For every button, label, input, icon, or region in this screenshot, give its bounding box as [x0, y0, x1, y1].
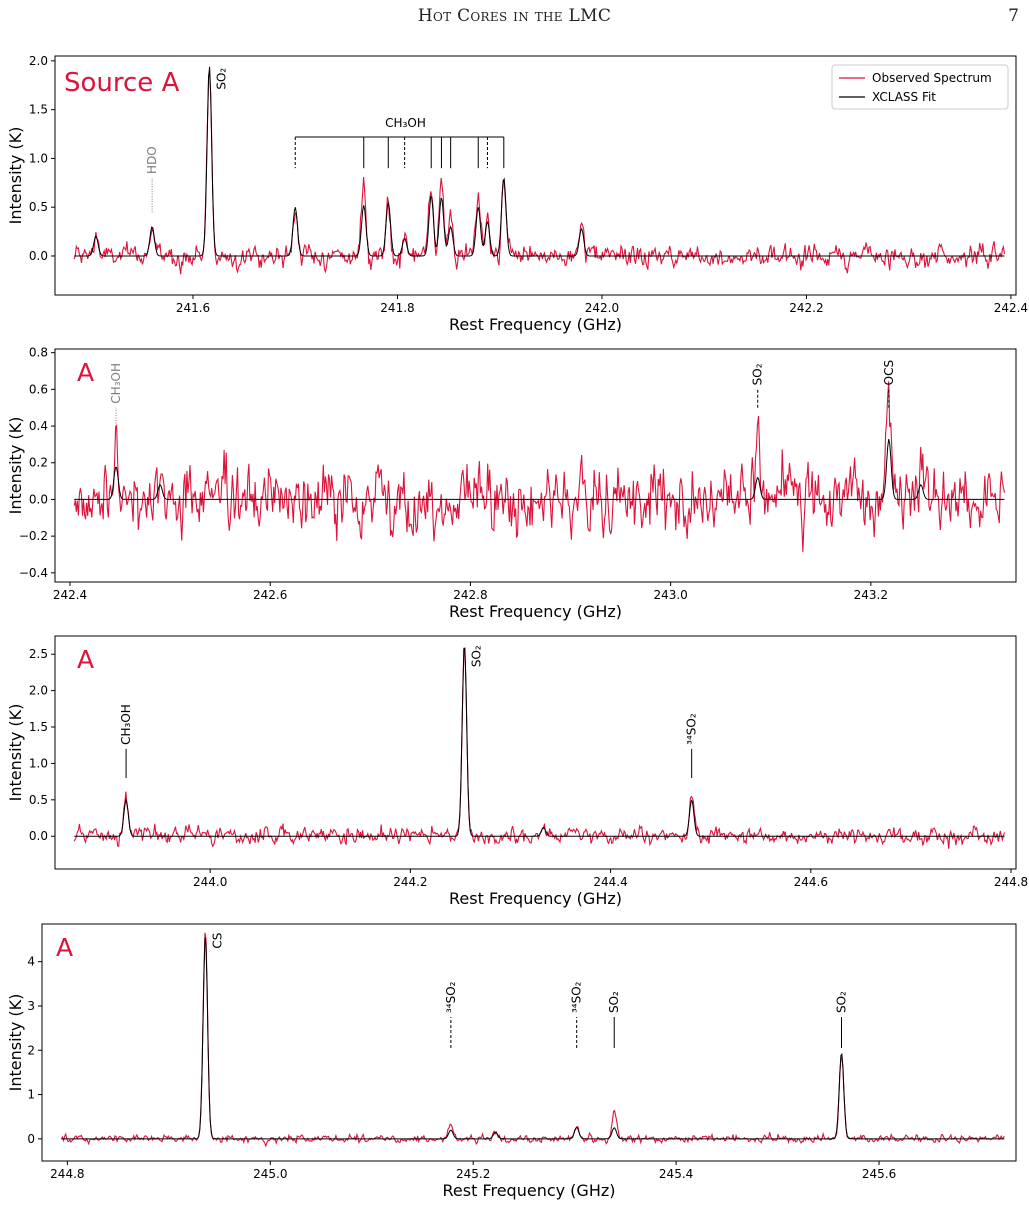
xclass-fit-line [74, 66, 1005, 257]
observed-spectrum-line [60, 932, 1005, 1148]
species-label: HDO [145, 146, 159, 174]
y-axis-label: Intensity (K) [6, 417, 25, 515]
x-axis-label: Rest Frequency (GHz) [443, 1181, 616, 1200]
xclass-fit-line [74, 647, 1005, 837]
x-tick-label: 244.4 [593, 875, 627, 889]
y-tick-label: 0.4 [29, 419, 48, 433]
y-tick-label: −0.2 [19, 529, 48, 543]
x-tick-label: 242.4 [53, 588, 87, 602]
y-tick-label: 2.5 [29, 647, 48, 661]
y-tick-label: 0.0 [29, 492, 48, 506]
y-tick-label: −0.4 [19, 566, 48, 580]
y-tick-label: 0 [27, 1132, 35, 1146]
axes-frame [54, 348, 1017, 583]
species-label: ³⁴SO₂ [570, 981, 584, 1013]
y-axis-label: Intensity (K) [6, 704, 25, 802]
y-tick-label: 0.0 [29, 829, 48, 843]
x-axis-label: Rest Frequency (GHz) [449, 315, 622, 334]
x-tick-label: 241.6 [176, 301, 210, 315]
y-tick-label: 0.2 [29, 456, 48, 470]
species-label: ³⁴SO₂ [444, 981, 458, 1013]
x-tick-label: 244.6 [794, 875, 828, 889]
y-tick-label: 1.0 [29, 151, 48, 165]
observed-spectrum-line [73, 647, 1006, 849]
y-tick-label: 4 [27, 955, 35, 969]
legend-entry: Observed Spectrum [872, 71, 992, 85]
x-tick-label: 242.2 [789, 301, 823, 315]
x-tick-label: 243.2 [854, 588, 888, 602]
legend-box [831, 64, 1009, 110]
y-tick-label: 1.0 [29, 756, 48, 770]
panel-label: A [56, 933, 73, 962]
species-label: SO₂ [469, 645, 483, 667]
axes-frame [54, 635, 1017, 870]
x-tick-label: 245.4 [659, 1167, 693, 1181]
panel-label: A [77, 358, 94, 387]
x-tick-label: 244.8 [50, 1167, 84, 1181]
axes-frame [54, 55, 1017, 296]
x-tick-label: 244.2 [393, 875, 427, 889]
y-tick-label: 1.5 [29, 720, 48, 734]
spectrum-panel-3: 244.0 244.2 244.4 244.6 244.8 0.0 0.5 1.0 1.5 2.0… [6, 635, 1028, 908]
y-tick-label: 0.5 [29, 793, 48, 807]
x-axis-label: Rest Frequency (GHz) [449, 889, 622, 908]
x-tick-label: 244.8 [994, 875, 1028, 889]
y-tick-label: 0.5 [29, 200, 48, 214]
y-tick-label: 0.0 [29, 249, 48, 263]
species-label: SO₂ [214, 68, 228, 90]
x-tick-label: 245.2 [456, 1167, 490, 1181]
species-label: SO₂ [834, 991, 848, 1013]
y-tick-label: 0.6 [29, 382, 48, 396]
xclass-fit-line [74, 438, 1005, 500]
page-number: 7 [1008, 6, 1019, 26]
y-tick-label: 2 [27, 1043, 35, 1057]
observed-spectrum-line [73, 381, 1006, 552]
page-header: Hot Cores in the LMC 7 [0, 4, 1029, 34]
y-tick-label: 2.0 [29, 684, 48, 698]
x-tick-label: 243.0 [653, 588, 687, 602]
bracket-label: CH₃OH [385, 116, 426, 130]
x-tick-label: 242.0 [585, 301, 619, 315]
panel-label: Source A [64, 68, 180, 98]
legend-entry: XCLASS Fit [872, 90, 936, 104]
y-tick-label: 3 [27, 999, 35, 1013]
panel-label: A [77, 645, 94, 674]
y-tick-label: 2.0 [29, 54, 48, 68]
spectrum-panel-1: 241.6 241.8 242.0 242.2 242.4 0.0 0.5 1.0 1.5 2.0… [6, 54, 1028, 334]
x-tick-label: 242.4 [994, 301, 1028, 315]
x-tick-label: 241.8 [380, 301, 414, 315]
x-tick-label: 245.6 [862, 1167, 896, 1181]
y-axis-label: Intensity (K) [6, 994, 25, 1092]
x-tick-label: 245.0 [253, 1167, 287, 1181]
x-axis-label: Rest Frequency (GHz) [449, 602, 622, 621]
spectrum-panel-4: 244.8 245.0 245.2 245.4 245.6 0 1 2 3 4 Rest Frequ… [6, 923, 1017, 1200]
axes-frame [41, 923, 1017, 1162]
y-axis-label: Intensity (K) [6, 127, 25, 225]
species-label: ³⁴SO₂ [685, 713, 699, 745]
legend: Observed Spectrum XCLASS Fit [831, 64, 1009, 110]
x-tick-label: 242.8 [453, 588, 487, 602]
y-tick-label: 1 [27, 1088, 35, 1102]
species-label: SO₂ [751, 363, 765, 385]
x-tick-label: 244.0 [193, 875, 227, 889]
y-tick-label: 0.8 [29, 346, 48, 360]
species-label: OCS [882, 360, 896, 385]
spectrum-panel-2: 242.4 242.6 242.8 243.0 243.2 −0.4 −0.2 0.0 0.2 0… [6, 346, 1017, 621]
species-label: CH₃OH [109, 363, 123, 404]
xclass-fit-line [61, 937, 1005, 1140]
x-tick-label: 242.6 [253, 588, 287, 602]
running-title: Hot Cores in the LMC [417, 6, 612, 26]
observed-spectrum-line [73, 71, 1006, 275]
species-label: CH₃OH [119, 704, 133, 745]
y-tick-label: 1.5 [29, 103, 48, 117]
species-label: SO₂ [607, 991, 621, 1013]
species-label: CS [210, 933, 224, 949]
